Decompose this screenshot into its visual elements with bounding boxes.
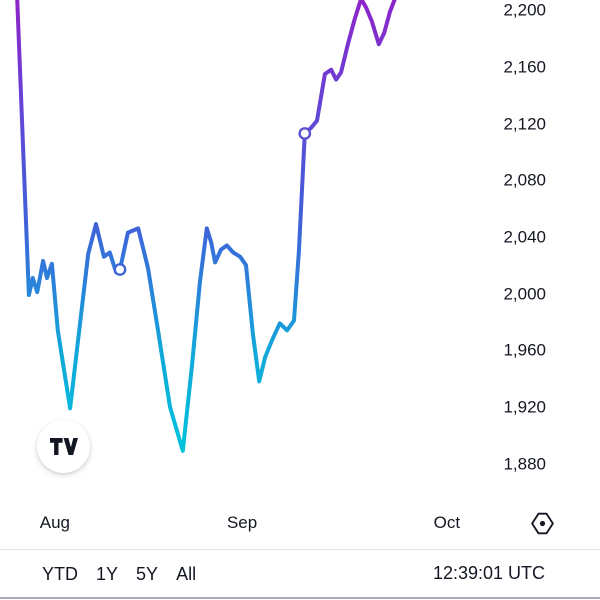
- data-point-marker[interactable]: [113, 263, 127, 276]
- price-line-chart[interactable]: [0, 0, 490, 497]
- divider: [0, 549, 600, 550]
- y-axis: 2,200 2,160 2,120 2,080 2,040 2,000 1,960 1,920…: [490, 0, 600, 497]
- y-axis-label: 1,920: [503, 397, 546, 417]
- chart-area: 2,200 2,160 2,120 2,080 2,040 2,000 1,960 1,920…: [0, 0, 600, 497]
- tradingview-icon: [49, 438, 78, 455]
- x-axis-label: Aug: [39, 513, 71, 532]
- y-axis-label: 1,960: [503, 340, 546, 360]
- settings-button[interactable]: [527, 508, 557, 538]
- y-axis-label: 1,880: [503, 454, 546, 474]
- y-axis-label: 2,120: [503, 114, 546, 133]
- price-line: [15, 0, 397, 453]
- x-axis-label: Sep: [226, 513, 258, 532]
- range-button-ytd[interactable]: YTD: [42, 563, 78, 584]
- range-button-1y[interactable]: 1Y: [96, 563, 119, 584]
- range-toolbar: YTD 1Y 5Y All 12:39:01 UTC: [0, 550, 600, 597]
- y-axis-label: 2,200: [503, 0, 546, 20]
- range-button-all[interactable]: All: [176, 563, 197, 584]
- data-point-marker[interactable]: [298, 127, 312, 140]
- x-axis-row: Aug Sep Oct: [0, 497, 600, 549]
- utc-clock: 12:39:01 UTC: [432, 563, 545, 583]
- range-button-5y[interactable]: 5Y: [136, 563, 159, 584]
- bottom-border: [0, 597, 600, 599]
- y-axis-label: 2,160: [503, 57, 546, 77]
- hexagon-settings-icon: [530, 512, 554, 534]
- tradingview-logo[interactable]: [37, 420, 90, 473]
- y-axis-label: 2,000: [503, 284, 546, 304]
- x-axis: Aug Sep Oct: [0, 497, 490, 549]
- y-axis-label: 2,080: [503, 170, 546, 190]
- y-axis-label: 2,040: [503, 227, 546, 247]
- x-axis-label: Oct: [433, 513, 461, 532]
